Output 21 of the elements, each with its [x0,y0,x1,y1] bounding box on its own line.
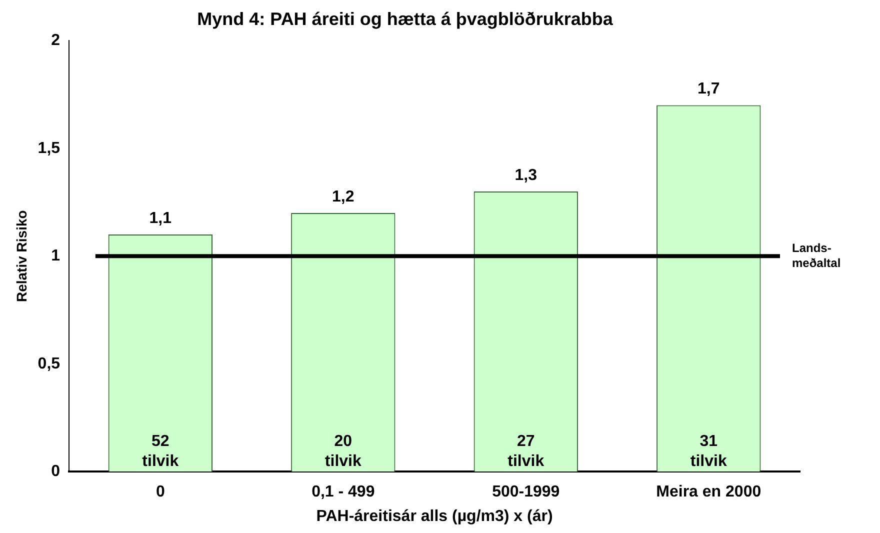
annotation: 20 tilvik [324,433,362,470]
x-tick-label: Meira en 2000 [656,484,762,501]
y-tick-label: 1 [51,248,60,265]
x-axis-title: PAH-áreitisár alls (µg/m3) x (ár) [316,508,553,525]
ref-line-label: Lands- meðaltal [792,240,841,270]
data-label: 1,2 [332,188,354,206]
x-tick-label: 0 [156,484,165,501]
chart-title: Mynd 4: PAH áreiti og hætta á þvagblöðrukrabba [197,8,614,29]
x-tick-label: 0,1 - 499 [312,484,375,501]
x-tick-label: 500-1999 [492,484,560,501]
y-tick-label: 0 [51,463,60,480]
y-tick-label: 0,5 [38,355,60,372]
data-label: 1,3 [514,166,538,184]
annotation: 52 tilvik [142,433,179,470]
y-axis-title: Relativ Risiko [13,210,30,302]
y-tick-label: 2 [51,32,60,50]
data-label: 1,1 [149,210,172,227]
data-label: 1,7 [698,80,720,98]
annotation: 27 tilvik [508,433,544,470]
y-tick-label: 1,5 [38,140,60,157]
annotation: 31 tilvik [690,433,727,470]
